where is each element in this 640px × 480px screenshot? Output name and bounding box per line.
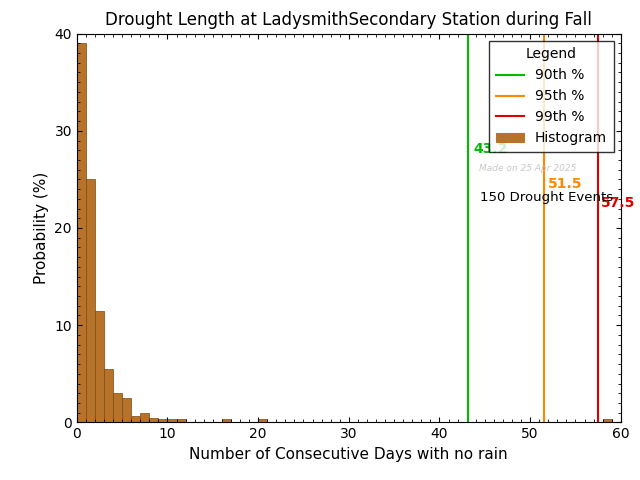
Text: Made on 25 Apr 2025: Made on 25 Apr 2025	[479, 164, 577, 173]
Y-axis label: Probability (%): Probability (%)	[34, 172, 49, 284]
Text: 57.5: 57.5	[601, 195, 636, 210]
Bar	[603, 420, 612, 422]
Text: 150 Drought Events: 150 Drought Events	[479, 191, 612, 204]
Legend: 90th %, 95th %, 99th %, Histogram: 90th %, 95th %, 99th %, Histogram	[489, 40, 614, 152]
Bar	[258, 420, 268, 422]
Bar	[104, 369, 113, 422]
Bar	[122, 398, 131, 422]
Bar	[131, 416, 140, 422]
Bar	[77, 43, 86, 422]
Bar	[149, 418, 158, 422]
Text: 51.5: 51.5	[548, 177, 583, 191]
Bar	[95, 311, 104, 422]
Bar	[113, 393, 122, 422]
Bar	[177, 420, 186, 422]
Bar	[158, 420, 168, 422]
Title: Drought Length at LadysmithSecondary Station during Fall: Drought Length at LadysmithSecondary Sta…	[106, 11, 592, 29]
Bar	[222, 420, 231, 422]
Text: 43.2: 43.2	[473, 143, 508, 156]
Bar	[140, 413, 149, 422]
Bar	[86, 180, 95, 422]
X-axis label: Number of Consecutive Days with no rain: Number of Consecutive Days with no rain	[189, 447, 508, 462]
Bar	[168, 420, 177, 422]
